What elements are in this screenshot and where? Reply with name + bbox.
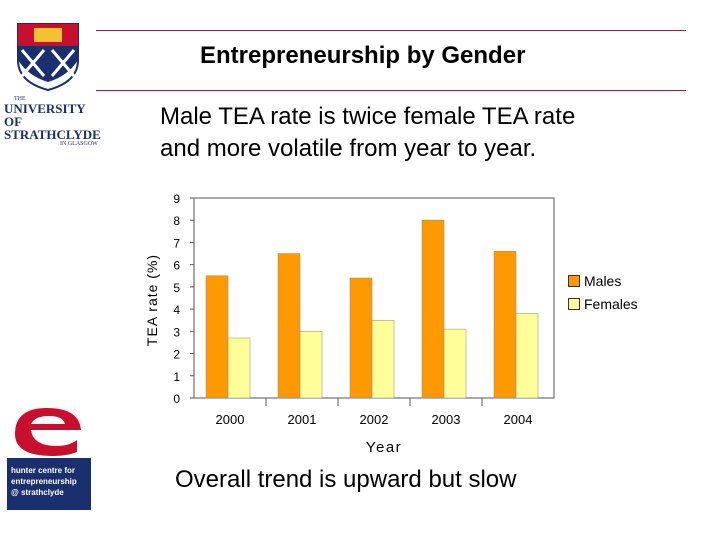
x-tick-label: 2003 [432, 412, 461, 427]
legend-swatch-females [568, 298, 580, 310]
legend-swatch-males [568, 275, 580, 287]
legend-label-males: Males [584, 273, 622, 289]
subtitle-line-2: and more volatile from year to year. [160, 135, 537, 162]
university-line-of: UNIVERSITY OF [4, 101, 86, 129]
bar-females-2001 [299, 331, 323, 399]
legend-item-females: Females [568, 296, 638, 312]
bar-males-2000 [205, 275, 229, 399]
university-crest-logo [17, 23, 79, 92]
university-wordmark: THE UNIVERSITY OF STRATHCLYDE IN GLASGOW [4, 96, 101, 147]
y-axis-label: TEA rate (%) [144, 254, 160, 346]
hunter-centre-logo: hunter centre for entrepreneurship @ str… [7, 400, 91, 510]
legend-item-males: Males [568, 273, 621, 289]
y-tick-label: 0 [173, 392, 180, 406]
y-tick-label: 3 [173, 325, 180, 339]
hunter-line-1: hunter centre for [11, 466, 76, 475]
legend-label-females: Females [584, 296, 638, 312]
university-line-glasgow: IN GLASGOW [60, 141, 98, 147]
hunter-line-3: @ strathclyde [11, 487, 64, 497]
bar-females-2002 [371, 319, 395, 399]
bar-females-2004 [515, 313, 539, 399]
bar-males-2001 [277, 253, 301, 399]
y-tick-label: 2 [173, 348, 180, 362]
y-tick-label: 6 [173, 259, 180, 273]
hunter-e-mark-icon [7, 400, 91, 458]
bar-females-2003 [443, 328, 467, 399]
x-tick-label: 2004 [504, 412, 533, 427]
bar-males-2003 [421, 219, 445, 399]
x-tick-label: 2001 [288, 412, 317, 427]
y-tick-label: 5 [173, 281, 180, 295]
y-tick-label: 9 [173, 192, 180, 206]
university-line-strathclyde: STRATHCLYDE [4, 127, 101, 142]
y-tick-label: 7 [173, 236, 180, 250]
y-tick-label: 8 [173, 214, 180, 228]
bar-males-2002 [349, 277, 373, 399]
subtitle-line-1: Male TEA rate is twice female TEA rate [160, 103, 576, 130]
slide-title: Entrepreneurship by Gender [200, 42, 526, 69]
x-axis-label: Year [366, 439, 402, 456]
university-line-the: THE [14, 96, 26, 102]
x-tick-label: 2000 [216, 412, 245, 427]
bar-females-2000 [227, 337, 251, 399]
hunter-line-2: entrepreneurship [11, 476, 77, 486]
title-rule [96, 90, 686, 91]
y-tick-label: 4 [173, 303, 180, 317]
top-rule [96, 30, 686, 31]
footer-statement: Overall trend is upward but slow [175, 466, 517, 493]
x-tick-label: 2002 [360, 412, 389, 427]
y-tick-label: 1 [173, 370, 180, 384]
bar-males-2004 [493, 251, 517, 399]
